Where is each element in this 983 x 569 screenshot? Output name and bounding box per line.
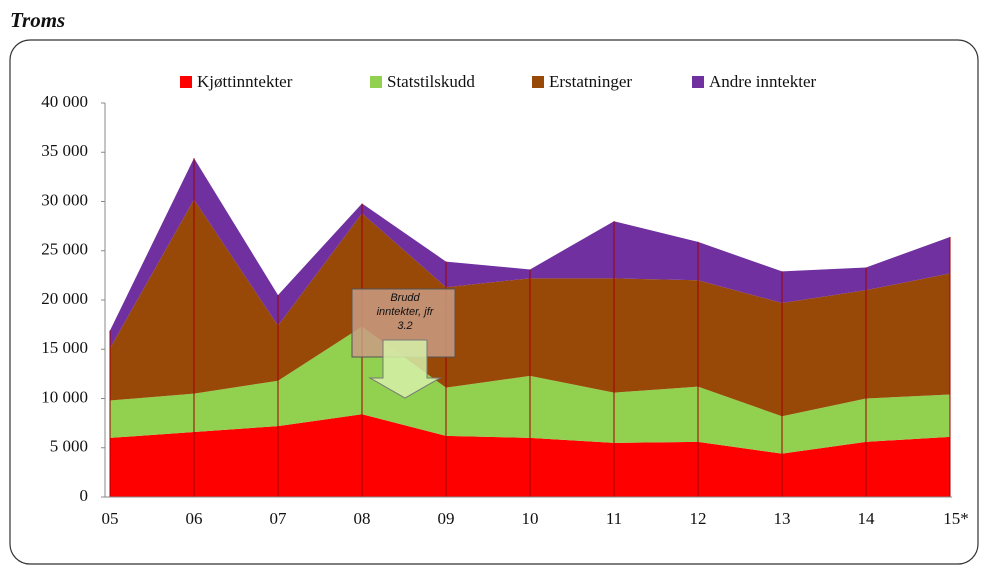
legend-label: Erstatninger: [549, 72, 632, 91]
legend-swatch: [532, 76, 544, 88]
annotation-text: Brudd: [390, 292, 420, 304]
x-tick-label: 12: [690, 509, 707, 528]
legend-swatch: [180, 76, 192, 88]
legend-label: Kjøttinntekter: [197, 72, 293, 91]
x-tick-label: 08: [354, 509, 371, 528]
y-tick-label: 40 000: [41, 92, 88, 111]
x-tick-label: 09: [438, 509, 455, 528]
legend-swatch: [370, 76, 382, 88]
legend-label: Statstilskudd: [387, 72, 475, 91]
y-tick-label: 30 000: [41, 190, 88, 209]
y-tick-label: 35 000: [41, 141, 88, 160]
annotation-arrow: [368, 339, 442, 399]
y-tick-label: 20 000: [41, 289, 88, 308]
y-tick-label: 25 000: [41, 240, 88, 259]
y-tick-label: 5 000: [50, 437, 88, 456]
x-tick-label: 10: [522, 509, 539, 528]
x-tick-label: 14: [858, 509, 876, 528]
x-tick-label: 05: [102, 509, 119, 528]
chart-frame: [9, 39, 979, 565]
annotation-text: 3.2: [397, 320, 412, 332]
annotation: Brudd inntekter, jfr 3.2: [351, 288, 456, 399]
x-tick-label: 06: [186, 509, 203, 528]
x-tick-label: 11: [606, 509, 622, 528]
x-tick-label: 13: [774, 509, 791, 528]
plot-area: 0 5 000 10 000 15 000 20 000 25 000 30 000 35 0…: [41, 72, 969, 528]
y-tick-label: 10 000: [41, 387, 88, 406]
annotation-text: inntekter, jfr: [377, 306, 435, 318]
legend-swatch: [692, 76, 704, 88]
y-tick-label: 0: [80, 486, 89, 505]
y-tick-label: 15 000: [41, 338, 88, 357]
chart-title: Troms: [10, 8, 65, 32]
x-tick-label: 07: [270, 509, 288, 528]
legend-label: Andre inntekter: [709, 72, 816, 91]
x-tick-label: 15*: [943, 509, 969, 528]
